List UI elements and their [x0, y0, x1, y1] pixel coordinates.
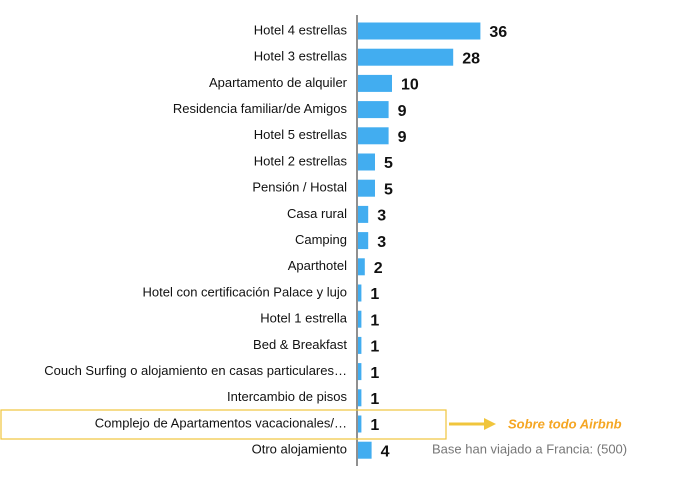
category-label: Pensión / Hostal — [252, 180, 347, 195]
value-label: 3 — [377, 234, 386, 251]
category-label: Casa rural — [287, 206, 347, 221]
category-label: Complejo de Apartamentos vacacionales/… — [95, 415, 347, 430]
bar — [358, 310, 362, 328]
category-label: Apartamento de alquiler — [209, 75, 348, 90]
value-label: 1 — [370, 391, 379, 408]
value-label: 28 — [462, 50, 480, 67]
value-label: 5 — [384, 181, 393, 198]
category-label: Hotel 1 estrella — [260, 311, 347, 326]
bar — [358, 179, 375, 197]
value-label: 3 — [377, 208, 386, 225]
value-label: 4 — [381, 443, 390, 460]
bar — [358, 205, 369, 223]
value-label: 36 — [489, 24, 507, 41]
value-label: 1 — [370, 417, 379, 434]
highlight-box — [0, 409, 447, 440]
bar — [358, 441, 372, 459]
bar — [358, 284, 362, 302]
category-label: Hotel con certificación Palace y lujo — [143, 284, 348, 299]
value-label: 9 — [398, 103, 407, 120]
value-label: 1 — [370, 286, 379, 303]
bar — [358, 232, 369, 250]
annotation: Sobre todo Airbnb — [508, 416, 622, 431]
category-label: Hotel 5 estrellas — [254, 127, 348, 142]
bar — [358, 48, 454, 66]
bar — [358, 336, 362, 354]
bar — [358, 258, 365, 276]
value-label: 5 — [384, 155, 393, 172]
category-label: Hotel 2 estrellas — [254, 153, 348, 168]
category-label: Hotel 3 estrellas — [254, 49, 348, 64]
bar — [358, 363, 362, 381]
value-label: 10 — [401, 77, 419, 94]
note: Base han viajado a Francia: (500) — [432, 442, 627, 457]
bar — [358, 153, 375, 171]
value-label: 1 — [370, 339, 379, 356]
bar — [358, 101, 389, 119]
category-label: Bed & Breakfast — [253, 337, 347, 352]
value-label: 9 — [398, 129, 407, 146]
category-label: Couch Surfing o alojamiento en casas par… — [44, 363, 347, 378]
bar — [358, 74, 392, 92]
category-label: Intercambio de pisos — [227, 389, 347, 404]
bar — [358, 22, 481, 40]
bar — [358, 415, 362, 433]
category-label: Camping — [295, 232, 347, 247]
value-label: 1 — [370, 312, 379, 329]
bar — [358, 127, 389, 145]
bar — [358, 389, 362, 407]
category-label: Otro alojamiento — [252, 442, 347, 457]
value-label: 1 — [370, 365, 379, 382]
category-label: Hotel 4 estrellas — [254, 22, 348, 37]
value-label: 2 — [374, 260, 383, 277]
arrow-head — [484, 418, 496, 430]
category-label: Residencia familiar/de Amigos — [173, 101, 348, 116]
category-label: Aparthotel — [288, 258, 347, 273]
